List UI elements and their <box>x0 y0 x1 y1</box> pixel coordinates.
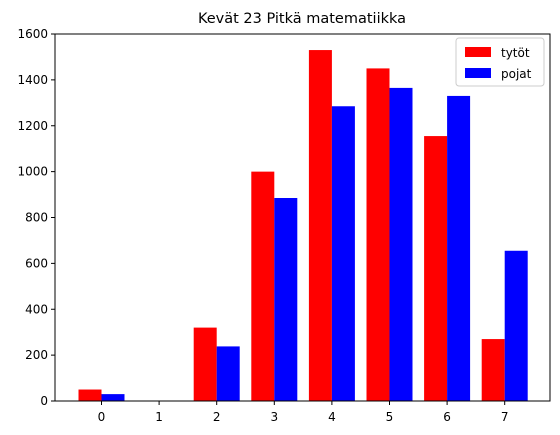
x-tick-label: 2 <box>213 410 221 424</box>
bar-series-0-category-3 <box>251 171 275 402</box>
x-tick-label: 1 <box>155 410 163 424</box>
plot-frame <box>54 33 551 402</box>
legend-label-0: tytöt <box>501 46 530 60</box>
bar-series-0-category-6 <box>424 136 448 401</box>
x-tick-label: 6 <box>443 410 451 424</box>
bar-series-1-category-7 <box>504 250 528 401</box>
legend-swatch-0 <box>465 47 491 57</box>
y-tick-label: 200 <box>25 348 48 362</box>
y-tick-label: 1600 <box>17 27 48 41</box>
y-tick-label: 0 <box>40 394 48 408</box>
bar-series-0-category-5 <box>366 68 390 401</box>
y-tick-label: 1000 <box>17 165 48 179</box>
y-tick-label: 400 <box>25 302 48 316</box>
bar-series-0-category-0 <box>78 389 102 401</box>
bar-series-1-category-0 <box>101 394 125 401</box>
x-tick-label: 4 <box>328 410 336 424</box>
bar-series-1-category-4 <box>331 106 355 401</box>
bar-series-1-category-3 <box>274 198 298 401</box>
bar-series-1-category-6 <box>447 95 471 402</box>
y-tick-label: 1200 <box>17 119 48 133</box>
x-tick-label: 7 <box>501 410 509 424</box>
bar-series-0-category-7 <box>481 339 505 401</box>
y-axis: 0 200 400 600 800 1000 1200 1400 1600 <box>17 27 55 408</box>
x-axis: 0 1 2 3 4 5 6 7 <box>98 401 509 424</box>
legend-label-1: pojat <box>501 67 532 81</box>
bar-series-1-category-5 <box>389 87 413 402</box>
bar-series-0-category-2 <box>193 327 217 401</box>
x-tick-label: 5 <box>386 410 394 424</box>
y-tick-label: 1400 <box>17 73 48 87</box>
x-tick-label: 0 <box>98 410 106 424</box>
bar-series-1-category-2 <box>216 346 240 401</box>
y-tick-label: 600 <box>25 256 48 270</box>
y-tick-label: 800 <box>25 211 48 225</box>
chart-title: Kevät 23 Pitkä matematiikka <box>198 11 406 27</box>
legend: tytöt pojat <box>455 37 545 87</box>
x-tick-label: 3 <box>270 410 278 424</box>
bars-group <box>78 50 528 402</box>
legend-swatch-1 <box>465 68 491 78</box>
bar-series-0-category-4 <box>308 50 332 402</box>
